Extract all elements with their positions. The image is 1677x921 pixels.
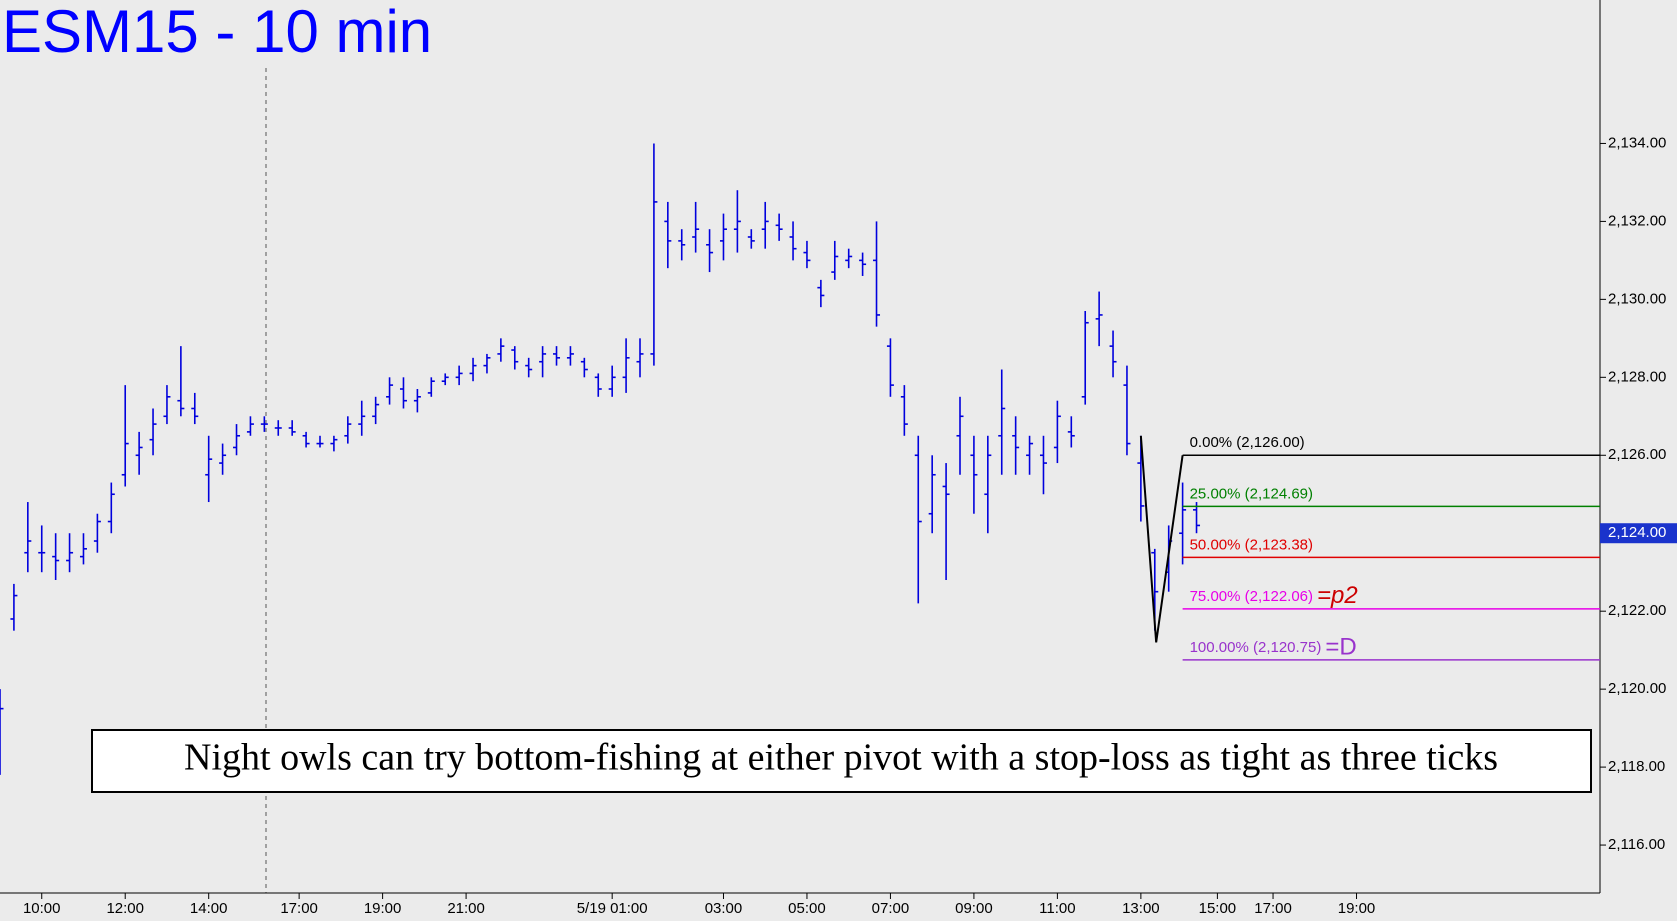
x-tick-label: 03:00 xyxy=(705,900,743,917)
y-tick-label: 2,116.00 xyxy=(1608,836,1665,853)
x-tick-label: 5/19 01:00 xyxy=(577,900,648,917)
y-tick-label: 2,132.00 xyxy=(1608,212,1666,229)
fib-label: 25.00% (2,124.69) xyxy=(1190,485,1313,502)
x-tick-label: 19:00 xyxy=(364,900,402,917)
x-tick-label: 21:00 xyxy=(447,900,485,917)
y-tick-label: 2,120.00 xyxy=(1608,680,1666,697)
chart-title: ESM15 - 10 min xyxy=(2,0,432,65)
pattern-line xyxy=(1139,435,1184,643)
fib-label: 50.00% (2,123.38) xyxy=(1190,536,1313,553)
x-tick-label: 13:00 xyxy=(1122,900,1160,917)
y-tick-label: 2,134.00 xyxy=(1608,134,1666,151)
x-tick-label: 14:00 xyxy=(190,900,228,917)
x-tick-label: 07:00 xyxy=(872,900,910,917)
x-tick-label: 19:00 xyxy=(1338,900,1376,917)
x-tick-label: 17:00 xyxy=(280,900,318,917)
x-tick-label: 17:00 xyxy=(1254,900,1292,917)
fib-label: 100.00% (2,120.75) xyxy=(1190,639,1322,656)
last-price-label: 2,124.00 xyxy=(1608,524,1666,541)
y-tick-label: 2,122.00 xyxy=(1608,602,1666,619)
x-tick-label: 05:00 xyxy=(788,900,826,917)
x-tick-label: 10:00 xyxy=(23,900,61,917)
fib-suffix: =D xyxy=(1325,633,1356,660)
y-tick-label: 2,128.00 xyxy=(1608,368,1666,385)
x-tick-label: 09:00 xyxy=(955,900,993,917)
x-tick-label: 12:00 xyxy=(106,900,144,917)
x-tick-label: 15:00 xyxy=(1199,900,1237,917)
fib-suffix: =p2 xyxy=(1317,582,1358,609)
y-tick-label: 2,126.00 xyxy=(1608,446,1666,463)
fib-label: 75.00% (2,122.06) xyxy=(1190,588,1313,605)
annotation-text: Night owls can try bottom-fishing at eit… xyxy=(184,737,1498,779)
last-price-box xyxy=(1600,523,1677,544)
y-tick-label: 2,130.00 xyxy=(1608,290,1666,307)
x-tick-label: 11:00 xyxy=(1039,900,1075,917)
y-tick-label: 2,118.00 xyxy=(1608,758,1665,775)
annotation-box xyxy=(91,729,1592,793)
fib-label: 0.00% (2,126.00) xyxy=(1190,434,1305,451)
